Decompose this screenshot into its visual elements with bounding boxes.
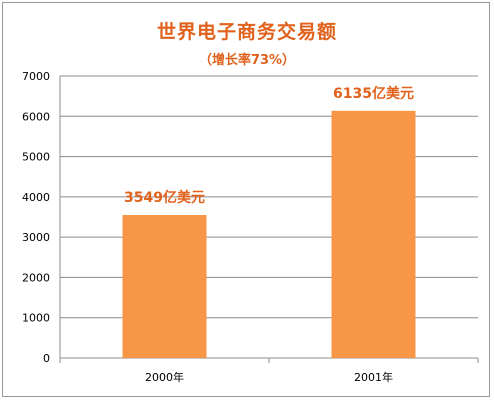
y-tick-label: 4000 xyxy=(22,191,50,204)
x-tick-label: 2001年 xyxy=(354,370,393,384)
x-tick-label: 2000年 xyxy=(145,370,184,384)
y-tick-label: 2000 xyxy=(22,271,50,284)
chart-subtitle: （增长率73%） xyxy=(198,53,296,68)
y-tick-label: 1000 xyxy=(22,312,50,325)
y-tick-label: 6000 xyxy=(22,110,50,123)
y-tick-label: 0 xyxy=(43,352,50,365)
chart-title: 世界电子商务交易额 xyxy=(156,21,337,43)
data-label: 6135亿美元 xyxy=(333,85,414,102)
data-label: 3549亿美元 xyxy=(124,189,205,206)
y-tick-label: 3000 xyxy=(22,231,50,244)
y-tick-label: 5000 xyxy=(22,151,50,164)
bar xyxy=(331,110,416,359)
y-tick-label: 7000 xyxy=(22,70,50,83)
bar xyxy=(122,215,207,358)
